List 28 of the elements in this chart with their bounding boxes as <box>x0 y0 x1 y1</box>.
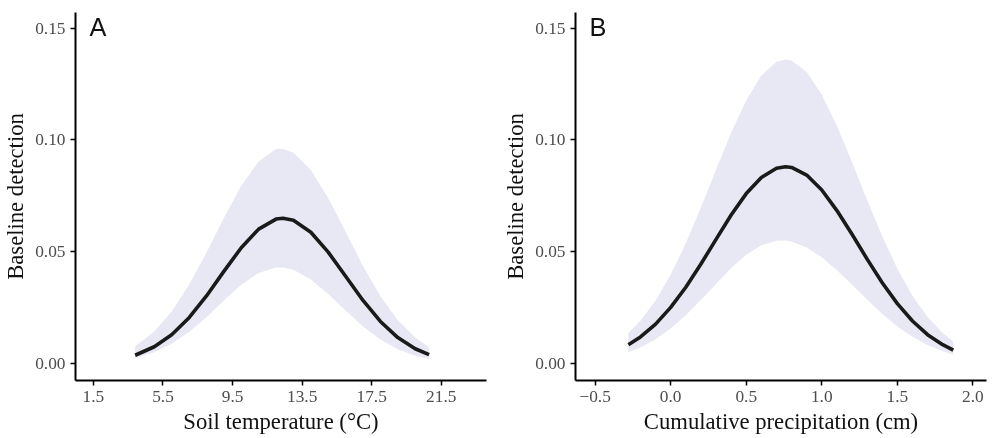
line-series <box>133 216 431 358</box>
y-tick-label: 0.10 <box>535 130 566 150</box>
x-tick-label: 1.5 <box>82 386 105 406</box>
y-axis-title: Baseline detection <box>3 113 29 280</box>
x-tick-label: 2.0 <box>962 386 984 406</box>
x-tick-label: 17.5 <box>356 386 387 406</box>
x-tick-label: 5.5 <box>152 386 174 406</box>
y-tick-label: 0.05 <box>35 242 66 262</box>
line-series <box>626 164 956 352</box>
y-tick-label: 0.05 <box>535 242 566 262</box>
x-tick-label: 9.5 <box>221 386 244 406</box>
y-tick-label: 0.00 <box>535 354 566 374</box>
x-tick-label: 1.0 <box>810 386 833 406</box>
y-tick-label: 0.15 <box>35 18 66 38</box>
annotation: A <box>89 12 107 41</box>
y-tick-label: 0.15 <box>535 18 566 38</box>
x-tick-label: 0.5 <box>735 386 758 406</box>
y-axis-title: Baseline detection <box>503 113 529 280</box>
x-axis-title: Cumulative precipitation (cm) <box>643 408 919 434</box>
x-tick-label: 1.5 <box>886 386 909 406</box>
x-axis-title: Soil temperature (°C) <box>183 408 379 434</box>
x-tick-label: −0.5 <box>579 386 611 406</box>
x-tick-label: 13.5 <box>286 386 318 406</box>
y-tick-label: 0.00 <box>35 354 66 374</box>
x-tick-label: 21.5 <box>426 386 457 406</box>
y-tick-label: 0.10 <box>35 130 66 150</box>
annotation: B <box>589 12 607 41</box>
x-tick-label: 0.0 <box>659 386 682 406</box>
